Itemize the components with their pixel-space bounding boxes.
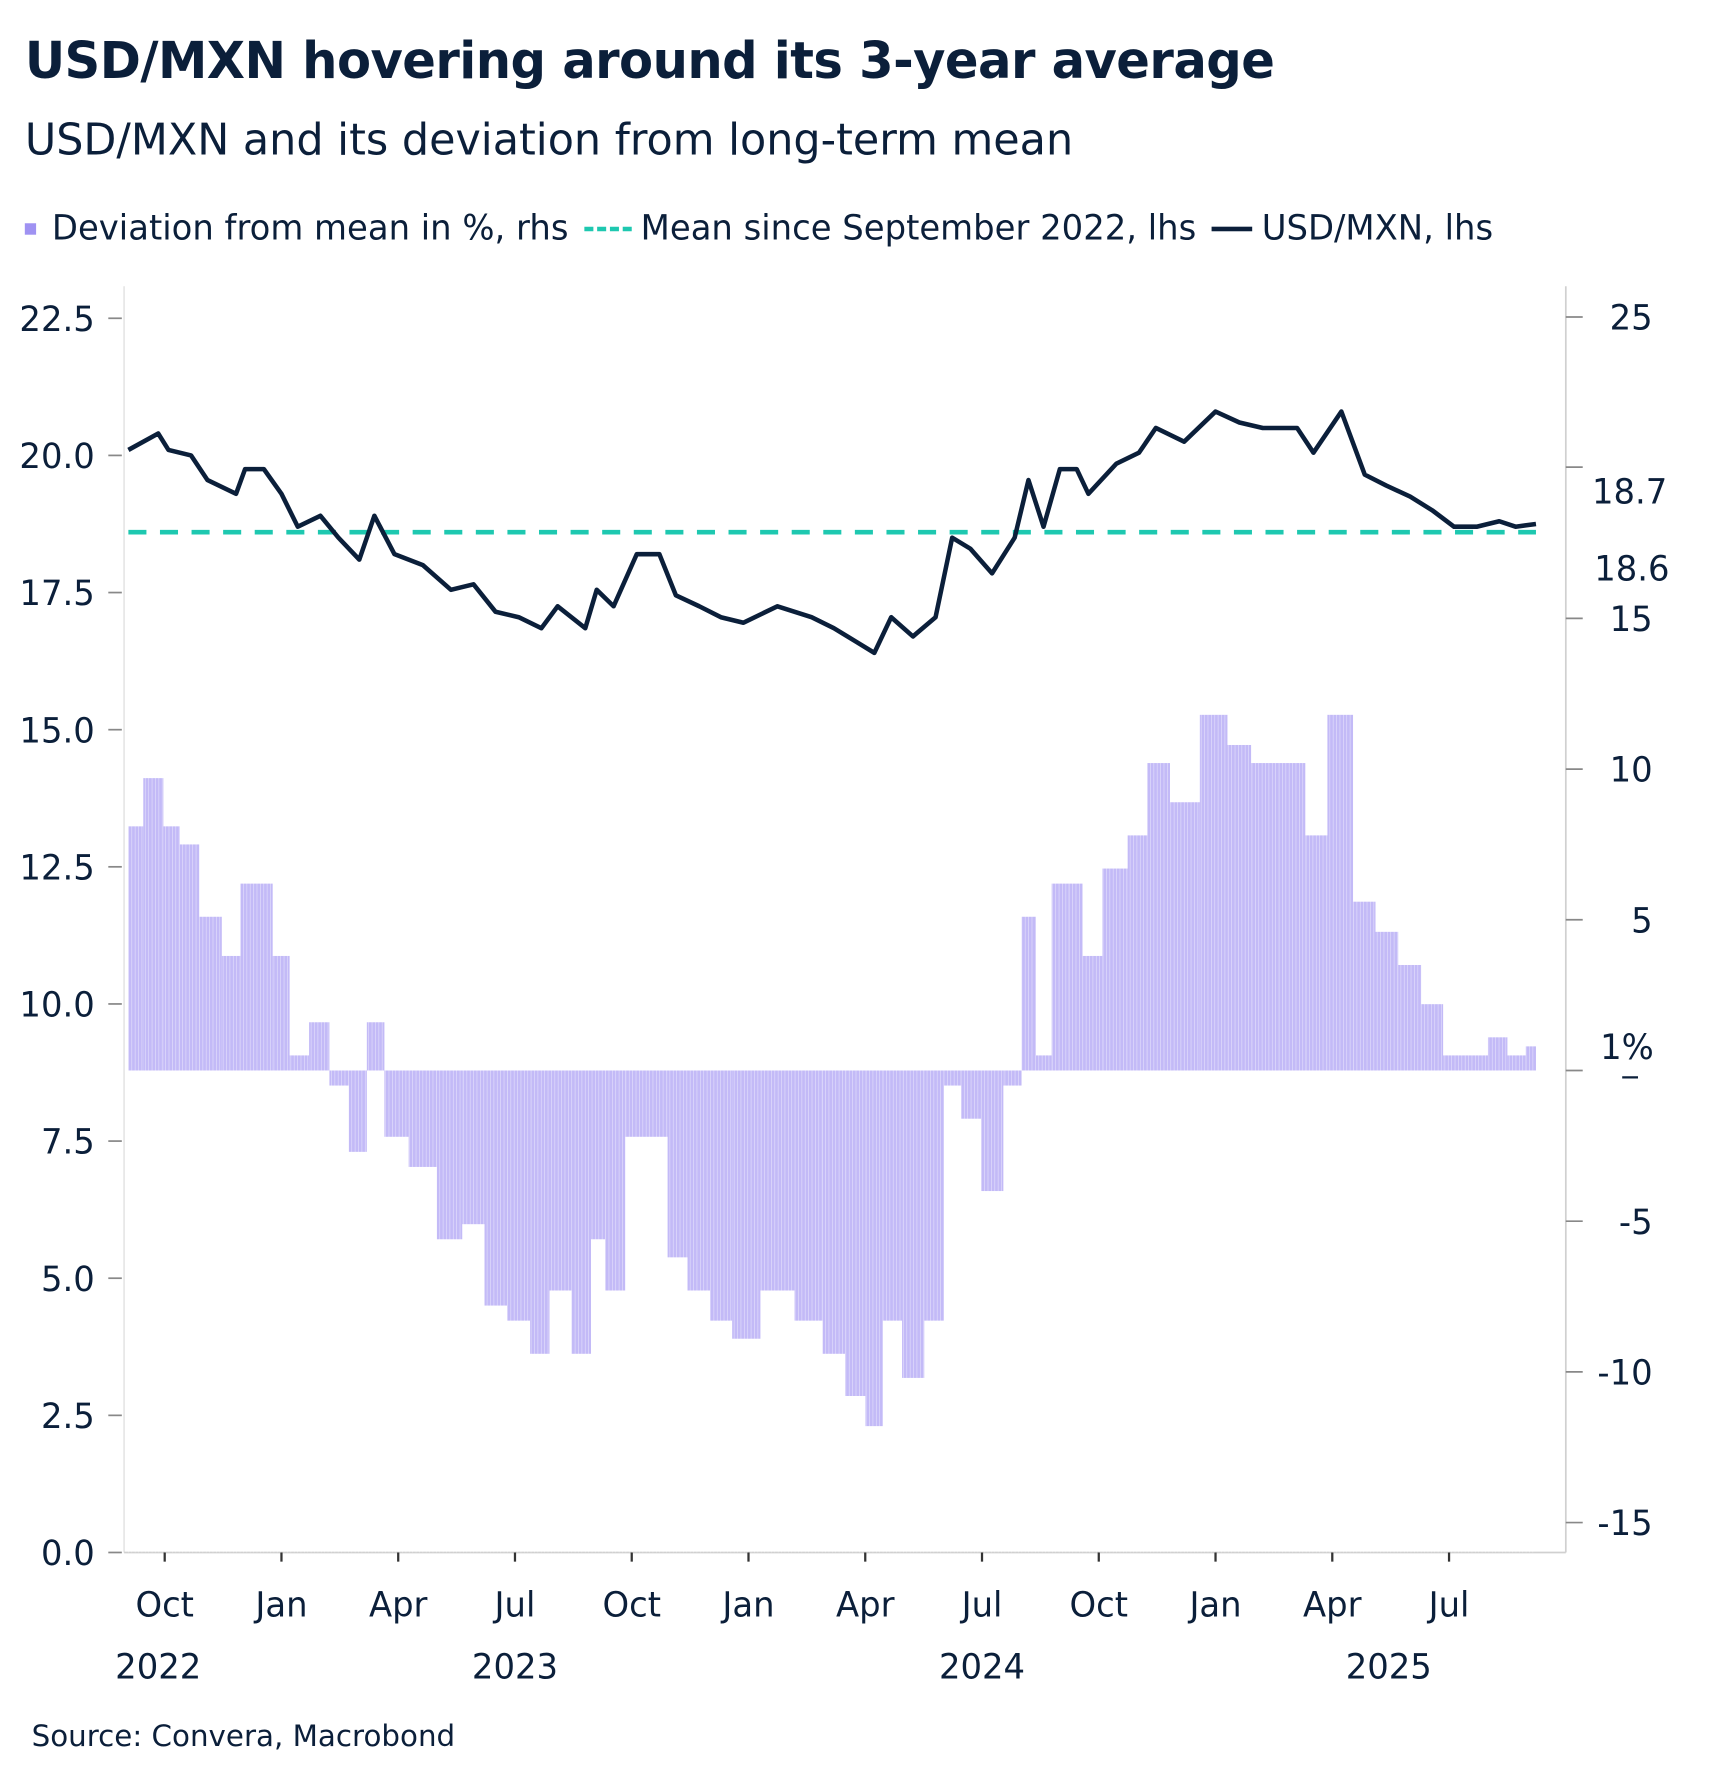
deviation-bar xyxy=(1443,1055,1466,1071)
deviation-bar xyxy=(882,1070,903,1321)
deviation-bar xyxy=(625,1070,649,1137)
left-axis-tick-label: 7.5 xyxy=(41,1122,95,1162)
x-axis-month-label: Apr xyxy=(369,1585,428,1625)
deviation-bar xyxy=(943,1070,962,1086)
x-axis-year-label: 2024 xyxy=(939,1647,1025,1687)
deviation-bar xyxy=(348,1070,367,1152)
left-axis-tick-label: 10.0 xyxy=(19,985,94,1025)
deviation-bar xyxy=(1421,1004,1444,1071)
legend-label: Deviation from mean in %, rhs xyxy=(51,208,569,249)
x-axis-month-label: Jan xyxy=(1187,1585,1241,1625)
chart-subtitle: USD/MXN and its deviation from long-term… xyxy=(24,114,1074,165)
deviation-bar xyxy=(143,778,164,1071)
deviation-bar xyxy=(1199,714,1228,1071)
deviation-bar xyxy=(687,1070,711,1291)
legend-item-deviation: Deviation from mean in %, rhs xyxy=(24,208,569,249)
deviation-bar xyxy=(289,1055,310,1071)
deviation-bar xyxy=(221,955,241,1071)
x-axis-month-label: Oct xyxy=(135,1585,193,1625)
deviation-bar xyxy=(1127,835,1148,1071)
right-axis-tick-label: 10 xyxy=(1610,750,1653,790)
deviation-bar xyxy=(732,1070,761,1339)
deviation-bar xyxy=(128,826,144,1071)
deviation-bar xyxy=(1353,901,1376,1071)
deviation-bar xyxy=(309,1022,330,1071)
x-axis-month-label: Oct xyxy=(1070,1585,1128,1625)
deviation-bar xyxy=(710,1070,733,1321)
deviation-bar xyxy=(1082,955,1103,1071)
x-axis-year-label: 2023 xyxy=(472,1647,558,1687)
legend-swatch-bar xyxy=(24,222,37,235)
legend-label: Mean since September 2022, lhs xyxy=(640,208,1197,249)
left-axis-tick-label: 17.5 xyxy=(19,574,94,614)
x-axis-year-label: 2022 xyxy=(115,1647,201,1687)
legend: Deviation from mean in %, rhs Mean since… xyxy=(24,208,1509,249)
left-axis-tick-label: 5.0 xyxy=(41,1260,95,1300)
x-axis-year-label: 2025 xyxy=(1346,1647,1432,1687)
deviation-bar xyxy=(571,1070,591,1354)
left-axis-tick-label: 20.0 xyxy=(19,437,94,477)
last-value-label: 18.7 xyxy=(1592,473,1667,513)
x-axis-month-label: Oct xyxy=(602,1585,660,1625)
left-axis-tick-label: 0.0 xyxy=(41,1534,95,1574)
deviation-bar xyxy=(530,1070,550,1354)
right-axis-tick-label: -15 xyxy=(1597,1504,1652,1544)
deviation-bar xyxy=(902,1070,925,1378)
deviation-bar xyxy=(1147,763,1170,1071)
source-note: Source: Convera, Macrobond xyxy=(31,1719,456,1754)
deviation-bar xyxy=(845,1070,866,1396)
deviation-bar xyxy=(272,955,290,1071)
legend-swatch-line xyxy=(1212,226,1253,231)
x-axis-month-label: Jul xyxy=(493,1585,536,1625)
deviation-bar xyxy=(865,1070,883,1427)
deviation-bar xyxy=(1507,1055,1526,1071)
deviation-bar xyxy=(1169,802,1200,1071)
left-axis-tick-label: 12.5 xyxy=(19,848,94,888)
deviation-bar xyxy=(1068,883,1083,1071)
deviation-bar xyxy=(822,1070,846,1354)
legend-label: USD/MXN, lhs xyxy=(1261,208,1494,249)
mean-value-label: 18.6 xyxy=(1594,549,1669,589)
deviation-bar xyxy=(1525,1046,1536,1071)
last-deviation-label: 1% xyxy=(1600,1028,1654,1068)
x-axis-month-label: Jul xyxy=(960,1585,1003,1625)
deviation-bar xyxy=(590,1070,606,1240)
deviation-bar xyxy=(1487,1037,1508,1071)
legend-swatch-dash xyxy=(584,226,632,231)
x-axis-month-label: Jan xyxy=(720,1585,774,1625)
legend-item-usdmxn: USD/MXN, lhs xyxy=(1212,208,1493,248)
x-axis-month-label: Apr xyxy=(836,1585,895,1625)
right-axis-tick-label: -5 xyxy=(1619,1203,1653,1243)
deviation-bar xyxy=(240,883,255,1071)
left-axis-tick-label: 2.5 xyxy=(41,1397,95,1437)
x-axis-month-label: Jul xyxy=(1427,1585,1470,1625)
right-axis-tick-label: 25 xyxy=(1610,298,1653,338)
deviation-bar xyxy=(1035,1055,1052,1071)
left-axis-tick-label: 15.0 xyxy=(19,711,94,751)
x-axis-month-label: Jan xyxy=(253,1585,307,1625)
deviation-bar xyxy=(1375,931,1399,1071)
deviation-bar xyxy=(1003,1070,1022,1086)
deviation-bar xyxy=(384,1070,409,1137)
deviation-bar xyxy=(760,1070,795,1291)
deviation-bar xyxy=(1227,744,1252,1071)
left-axis-tick-label: 22.5 xyxy=(19,300,94,340)
x-axis-month-label: Apr xyxy=(1303,1585,1362,1625)
chart-title: USD/MXN hovering around its 3-year avera… xyxy=(24,32,1275,91)
deviation-bar xyxy=(667,1070,688,1258)
right-axis-tick-label: 15 xyxy=(1610,600,1653,640)
right-axis-tick-label: 5 xyxy=(1631,901,1653,941)
deviation-bar xyxy=(648,1070,668,1137)
right-axis-tick-label: -10 xyxy=(1597,1353,1652,1393)
deviation-bar xyxy=(329,1070,349,1086)
deviation-bar xyxy=(605,1070,626,1291)
legend-item-mean: Mean since September 2022, lhs xyxy=(584,208,1196,248)
